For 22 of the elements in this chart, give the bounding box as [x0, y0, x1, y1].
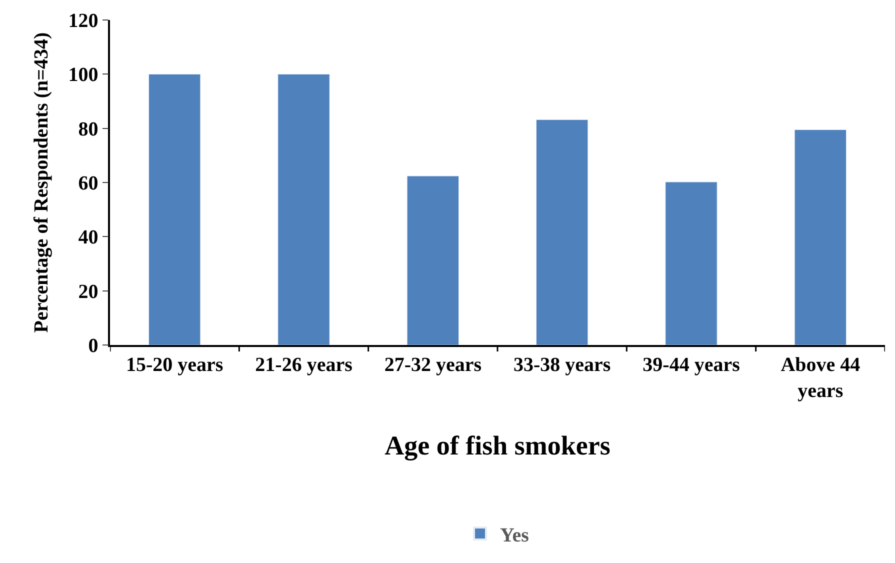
x-tick-label: 39-44 years [642, 354, 740, 376]
y-tick-label: 60 [78, 172, 98, 194]
bar [665, 182, 718, 345]
legend-label: Yes [500, 524, 530, 546]
y-axis-title: Percentage of Respondents (n=434) [30, 32, 52, 333]
y-tick-label: 40 [78, 226, 98, 249]
y-tick-label: 0 [88, 335, 98, 357]
bar [278, 74, 330, 345]
bar [406, 176, 459, 345]
x-tick-label: 21-26 years [255, 354, 353, 376]
y-tick-label: 120 [68, 10, 98, 32]
y-tick-label: 20 [78, 280, 98, 303]
x-tick-label: 15-20 years [126, 354, 224, 376]
x-tick-label: 27-32 years [384, 354, 482, 376]
bar [536, 119, 588, 345]
x-axis-title: Age of fish smokers [384, 430, 610, 461]
bar [794, 129, 846, 345]
y-tick-label: 80 [78, 118, 98, 140]
x-tick-label: Above 44 years [780, 354, 860, 402]
bar [148, 74, 201, 345]
x-tick-label: 33-38 years [513, 354, 611, 376]
y-tick-label: 100 [68, 64, 98, 86]
